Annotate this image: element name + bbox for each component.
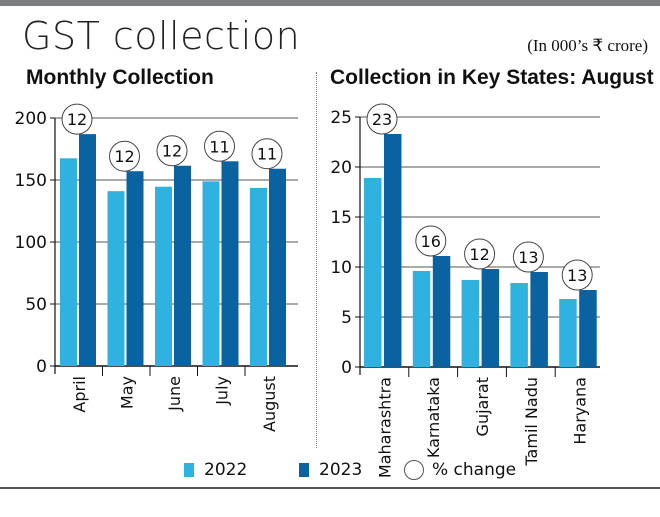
states-bar-2022 bbox=[412, 271, 431, 367]
monthly-bar-2022 bbox=[60, 158, 77, 366]
monthly-category-label: April bbox=[70, 376, 89, 413]
units-note: (In 000’s ₹ crore) bbox=[527, 36, 648, 55]
monthly-pct-change-circle bbox=[109, 140, 140, 172]
monthly-y-tick-label: 0 bbox=[36, 357, 47, 377]
legend-item-pct-change: % change bbox=[404, 456, 516, 484]
monthly-category-label: June bbox=[165, 376, 184, 412]
states-pct-change-circle bbox=[464, 238, 496, 270]
monthly-bar-2023 bbox=[269, 168, 286, 366]
states-pct-change-circle bbox=[366, 103, 398, 135]
states-chart-title: Collection in Key States: August bbox=[330, 66, 654, 89]
states-category-label: Tamil Nadu bbox=[522, 377, 541, 467]
states-bar-2022 bbox=[364, 178, 382, 367]
legend-label-2022: 2022 bbox=[204, 460, 248, 480]
states-y-tick-label: 5 bbox=[341, 308, 352, 328]
states-y-tick-label: 0 bbox=[341, 358, 352, 378]
states-pct-change-label: 12 bbox=[469, 245, 489, 264]
monthly-pct-change-label: 12 bbox=[162, 142, 182, 161]
states-y-tick-label: 15 bbox=[330, 208, 352, 228]
monthly-pct-change-label: 12 bbox=[67, 110, 87, 129]
monthly-bar-2023 bbox=[221, 161, 239, 366]
states-y-tick-label: 20 bbox=[330, 158, 352, 178]
states-category-label: Karnataka bbox=[424, 377, 443, 458]
monthly-category-label: August bbox=[260, 376, 279, 432]
monthly-pct-change-circle bbox=[61, 103, 93, 135]
states-y-tick-label: 10 bbox=[330, 258, 352, 278]
states-bar-2023 bbox=[530, 272, 548, 367]
states-pct-change-label: 23 bbox=[372, 110, 392, 129]
states-pct-change-circle bbox=[415, 225, 447, 257]
states-pct-change-label: 16 bbox=[421, 232, 441, 251]
monthly-bar-2022 bbox=[202, 181, 220, 366]
monthly-bar-2022 bbox=[107, 191, 125, 366]
monthly-chart-title: Monthly Collection bbox=[26, 66, 214, 89]
legend-item-2022: 2022 bbox=[184, 456, 247, 484]
pct-change-circle-icon bbox=[404, 460, 424, 480]
monthly-y-tick-label: 100 bbox=[15, 233, 47, 253]
monthly-pct-change-label: 12 bbox=[114, 147, 134, 166]
monthly-bar-2023 bbox=[79, 134, 96, 366]
legend-swatch-2022 bbox=[184, 463, 194, 477]
states-category-label: Gujarat bbox=[473, 377, 492, 436]
monthly-pct-change-circle bbox=[156, 135, 188, 167]
monthly-pct-change-circle bbox=[204, 130, 235, 162]
monthly-y-tick-label: 50 bbox=[25, 295, 47, 315]
bottom-rule bbox=[0, 487, 660, 489]
legend-label-pct-change: % change bbox=[432, 460, 517, 480]
legend: 2022 2023 % change bbox=[0, 456, 660, 484]
monthly-bar-2023 bbox=[174, 165, 191, 366]
panel-divider bbox=[316, 72, 317, 448]
legend-label-2023: 2023 bbox=[319, 460, 363, 480]
states-pct-change-label: 13 bbox=[518, 248, 538, 267]
top-rule bbox=[0, 0, 660, 6]
states-bar-2022 bbox=[559, 299, 577, 367]
monthly-category-label: May bbox=[117, 376, 136, 409]
monthly-category-label: July bbox=[212, 376, 231, 406]
monthly-bar-2022 bbox=[155, 186, 172, 366]
legend-item-2023: 2023 bbox=[299, 456, 362, 484]
states-pct-change-circle bbox=[512, 241, 544, 273]
monthly-bar-2022 bbox=[250, 187, 267, 366]
monthly-pct-change-circle bbox=[251, 138, 283, 170]
states-pct-change-label: 13 bbox=[567, 266, 587, 285]
states-bar-2023 bbox=[481, 269, 500, 367]
states-bar-2022 bbox=[461, 280, 480, 367]
monthly-pct-change-label: 11 bbox=[257, 145, 277, 164]
states-bar-2023 bbox=[384, 134, 402, 367]
states-category-label: Haryana bbox=[571, 377, 590, 445]
states-y-tick-label: 25 bbox=[330, 108, 352, 128]
page-title: GST collection bbox=[22, 14, 301, 58]
states-bar-2022 bbox=[510, 283, 528, 367]
monthly-bar-2023 bbox=[126, 171, 144, 366]
states-category-label: Maharashtra bbox=[375, 377, 394, 478]
legend-swatch-2023 bbox=[299, 463, 309, 477]
states-pct-change-circle bbox=[561, 259, 593, 291]
monthly-y-tick-label: 150 bbox=[15, 171, 47, 191]
states-bar-2023 bbox=[432, 256, 451, 367]
states-bar-2023 bbox=[579, 290, 597, 367]
monthly-pct-change-label: 11 bbox=[209, 137, 229, 156]
monthly-y-tick-label: 200 bbox=[15, 109, 47, 129]
